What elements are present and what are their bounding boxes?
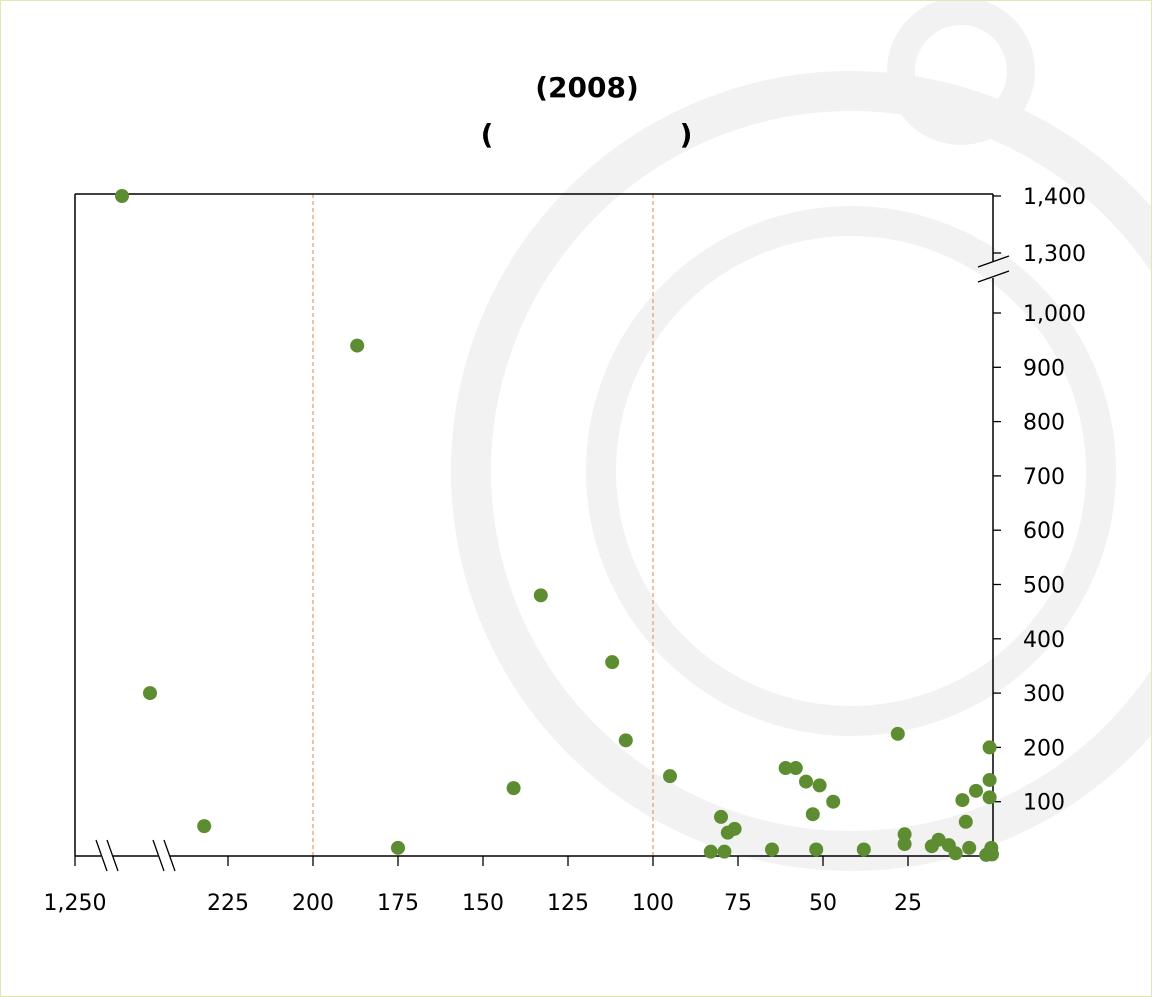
data-point-33	[962, 840, 977, 855]
chart-title-line1: (2008)	[535, 71, 639, 104]
x-tick-label-4: 150	[462, 891, 504, 916]
data-point-7	[605, 655, 620, 670]
watermark-emblem	[451, 1, 1151, 871]
data-point-34	[969, 783, 983, 798]
data-point-38	[982, 790, 997, 805]
data-point-31	[955, 793, 970, 808]
data-point-21	[812, 778, 827, 793]
y-tick-label-10: 1,300	[1023, 242, 1086, 267]
data-point-22	[826, 794, 841, 809]
data-point-11	[714, 809, 728, 824]
x-tick-label-1: 225	[207, 891, 249, 916]
data-point-15	[765, 842, 779, 857]
x-tick-label-0: 1,250	[44, 891, 107, 916]
x-tick-label-9: 25	[894, 891, 922, 916]
x-axis-break-mark-3	[163, 839, 176, 872]
data-point-32	[958, 814, 973, 829]
data-point-3	[350, 338, 365, 353]
data-point-19	[805, 807, 820, 822]
data-point-23	[856, 842, 871, 857]
x-tick-label-8: 50	[809, 891, 837, 916]
data-point-36	[982, 740, 997, 755]
data-point-0	[115, 189, 129, 203]
y-axis-break-mark-0	[977, 255, 1010, 268]
data-point-14	[727, 821, 742, 836]
x-tick-label-7: 75	[724, 891, 752, 916]
y-tick-label-9: 1,000	[1023, 302, 1086, 327]
data-point-4	[391, 840, 405, 855]
data-point-9	[663, 769, 677, 784]
x-tick-label-5: 125	[547, 891, 589, 916]
y-tick-label-4: 500	[1023, 574, 1065, 599]
data-point-17	[788, 761, 803, 776]
data-point-6	[533, 588, 548, 603]
data-point-2	[197, 819, 212, 834]
data-point-5	[506, 781, 521, 796]
data-point-37	[982, 772, 997, 787]
y-tick-label-3: 400	[1023, 628, 1065, 653]
data-point-40	[984, 847, 999, 862]
x-tick-label-2: 200	[292, 891, 334, 916]
y-tick-label-2: 300	[1023, 682, 1065, 707]
data-point-1	[143, 686, 157, 701]
x-axis-break-mark-2	[152, 839, 165, 872]
y-tick-label-6: 700	[1023, 465, 1065, 490]
y-tick-label-0: 100	[1023, 791, 1065, 816]
y-axis-break-mark-1	[977, 270, 1010, 283]
data-point-24	[890, 726, 905, 741]
chart-title-paren-right: )	[680, 118, 693, 151]
data-point-8	[618, 733, 633, 748]
chart-title-paren-left: (	[481, 118, 494, 151]
y-tick-label-11: 1,400	[1023, 185, 1086, 210]
data-point-16	[778, 761, 793, 776]
y-tick-label-8: 900	[1023, 356, 1065, 381]
data-point-12	[717, 844, 732, 859]
data-point-25	[897, 827, 912, 842]
x-tick-label-3: 175	[377, 891, 419, 916]
data-point-10	[703, 844, 718, 859]
y-tick-label-1: 200	[1023, 736, 1065, 761]
y-tick-label-7: 800	[1023, 411, 1065, 436]
x-tick-label-6: 100	[632, 891, 674, 916]
data-point-26	[897, 837, 912, 852]
y-tick-label-5: 600	[1023, 519, 1065, 544]
data-point-20	[809, 842, 824, 857]
plot-area: 1,250 225 200 175 150 125 100 75 50 25 100 200 300 40…	[44, 185, 1086, 916]
data-point-18	[799, 774, 813, 789]
data-point-30	[948, 846, 963, 861]
x-axis-break-mark-0	[95, 839, 108, 872]
x-axis-break-mark-1	[106, 839, 119, 872]
